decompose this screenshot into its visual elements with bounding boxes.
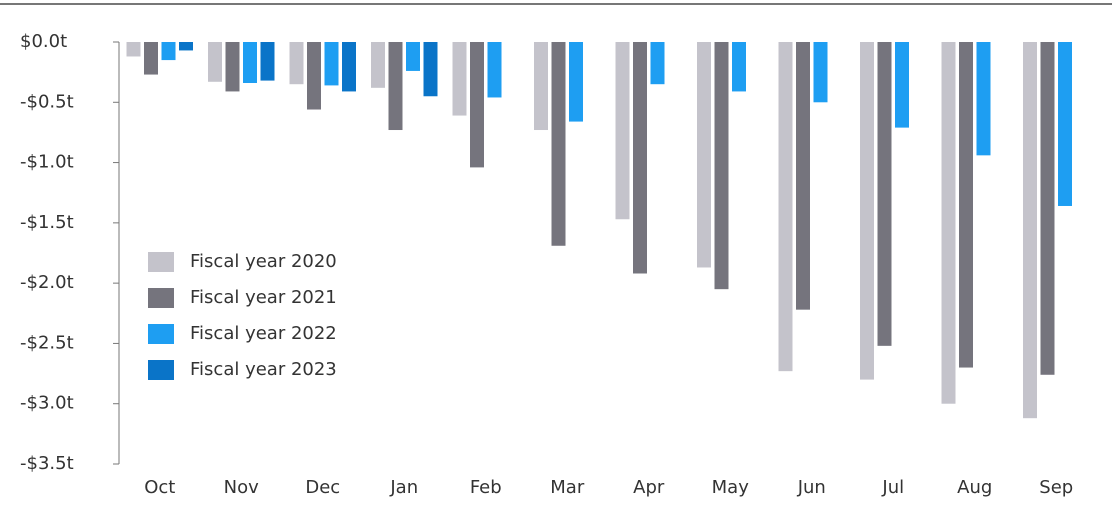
bar bbox=[813, 42, 828, 103]
x-tick-label: Nov bbox=[224, 477, 259, 498]
y-tick-label: -$2.5t bbox=[20, 332, 74, 353]
x-tick-label: May bbox=[712, 477, 750, 498]
y-tick-label: -$3.0t bbox=[20, 393, 74, 414]
bar bbox=[452, 42, 467, 116]
x-tick-label: Sep bbox=[1039, 477, 1073, 498]
bar bbox=[778, 42, 793, 372]
bar bbox=[534, 42, 548, 131]
bar bbox=[371, 42, 385, 88]
legend-swatch bbox=[148, 360, 174, 380]
x-tick-label: Apr bbox=[633, 477, 665, 498]
bar bbox=[714, 42, 729, 290]
legend-swatch bbox=[148, 252, 174, 272]
bar bbox=[976, 42, 991, 156]
x-tick-label: Oct bbox=[144, 477, 175, 498]
y-tick-label: -$1.5t bbox=[20, 212, 74, 233]
legend-label: Fiscal year 2022 bbox=[190, 323, 337, 344]
bar bbox=[1040, 42, 1055, 375]
bar bbox=[551, 42, 566, 246]
bar bbox=[423, 42, 438, 97]
bar bbox=[144, 42, 158, 75]
legend-label: Fiscal year 2023 bbox=[190, 359, 337, 380]
bar bbox=[179, 42, 193, 51]
bar bbox=[342, 42, 356, 92]
bar bbox=[487, 42, 502, 98]
bar bbox=[470, 42, 484, 168]
y-tick-label: $0.0t bbox=[20, 31, 67, 52]
y-tick-label: -$2.0t bbox=[20, 272, 74, 293]
x-tick-label: Jul bbox=[881, 477, 904, 498]
bar bbox=[307, 42, 321, 110]
bar bbox=[895, 42, 909, 128]
bar bbox=[877, 42, 892, 346]
bar bbox=[569, 42, 583, 122]
bar bbox=[796, 42, 810, 310]
bar bbox=[1023, 42, 1037, 419]
bar bbox=[941, 42, 956, 404]
bar bbox=[732, 42, 746, 92]
legend-swatch bbox=[148, 324, 174, 344]
x-tick-label: Aug bbox=[957, 477, 992, 498]
y-tick-label: -$1.0t bbox=[20, 152, 74, 173]
y-tick-label: -$0.5t bbox=[20, 91, 74, 112]
legend-label: Fiscal year 2020 bbox=[190, 251, 337, 272]
bar bbox=[406, 42, 420, 71]
legend-swatch bbox=[148, 288, 174, 308]
x-tick-label: Jan bbox=[389, 477, 418, 498]
bar bbox=[633, 42, 647, 274]
bar bbox=[126, 42, 141, 57]
bar bbox=[225, 42, 240, 92]
bar bbox=[615, 42, 630, 220]
bar bbox=[161, 42, 176, 61]
x-tick-label: Mar bbox=[550, 477, 585, 498]
bar bbox=[959, 42, 973, 368]
legend-label: Fiscal year 2021 bbox=[190, 287, 337, 308]
y-tick-label: -$3.5t bbox=[20, 453, 74, 474]
bar bbox=[1058, 42, 1072, 206]
bar bbox=[243, 42, 257, 83]
bar bbox=[650, 42, 665, 85]
bar bbox=[260, 42, 275, 81]
x-tick-label: Feb bbox=[470, 477, 502, 498]
bar bbox=[860, 42, 874, 380]
x-tick-label: Jun bbox=[797, 477, 826, 498]
bar bbox=[289, 42, 304, 85]
bar bbox=[208, 42, 222, 82]
bar bbox=[324, 42, 339, 86]
bar bbox=[388, 42, 403, 131]
bar bbox=[697, 42, 711, 268]
x-tick-label: Dec bbox=[305, 477, 340, 498]
